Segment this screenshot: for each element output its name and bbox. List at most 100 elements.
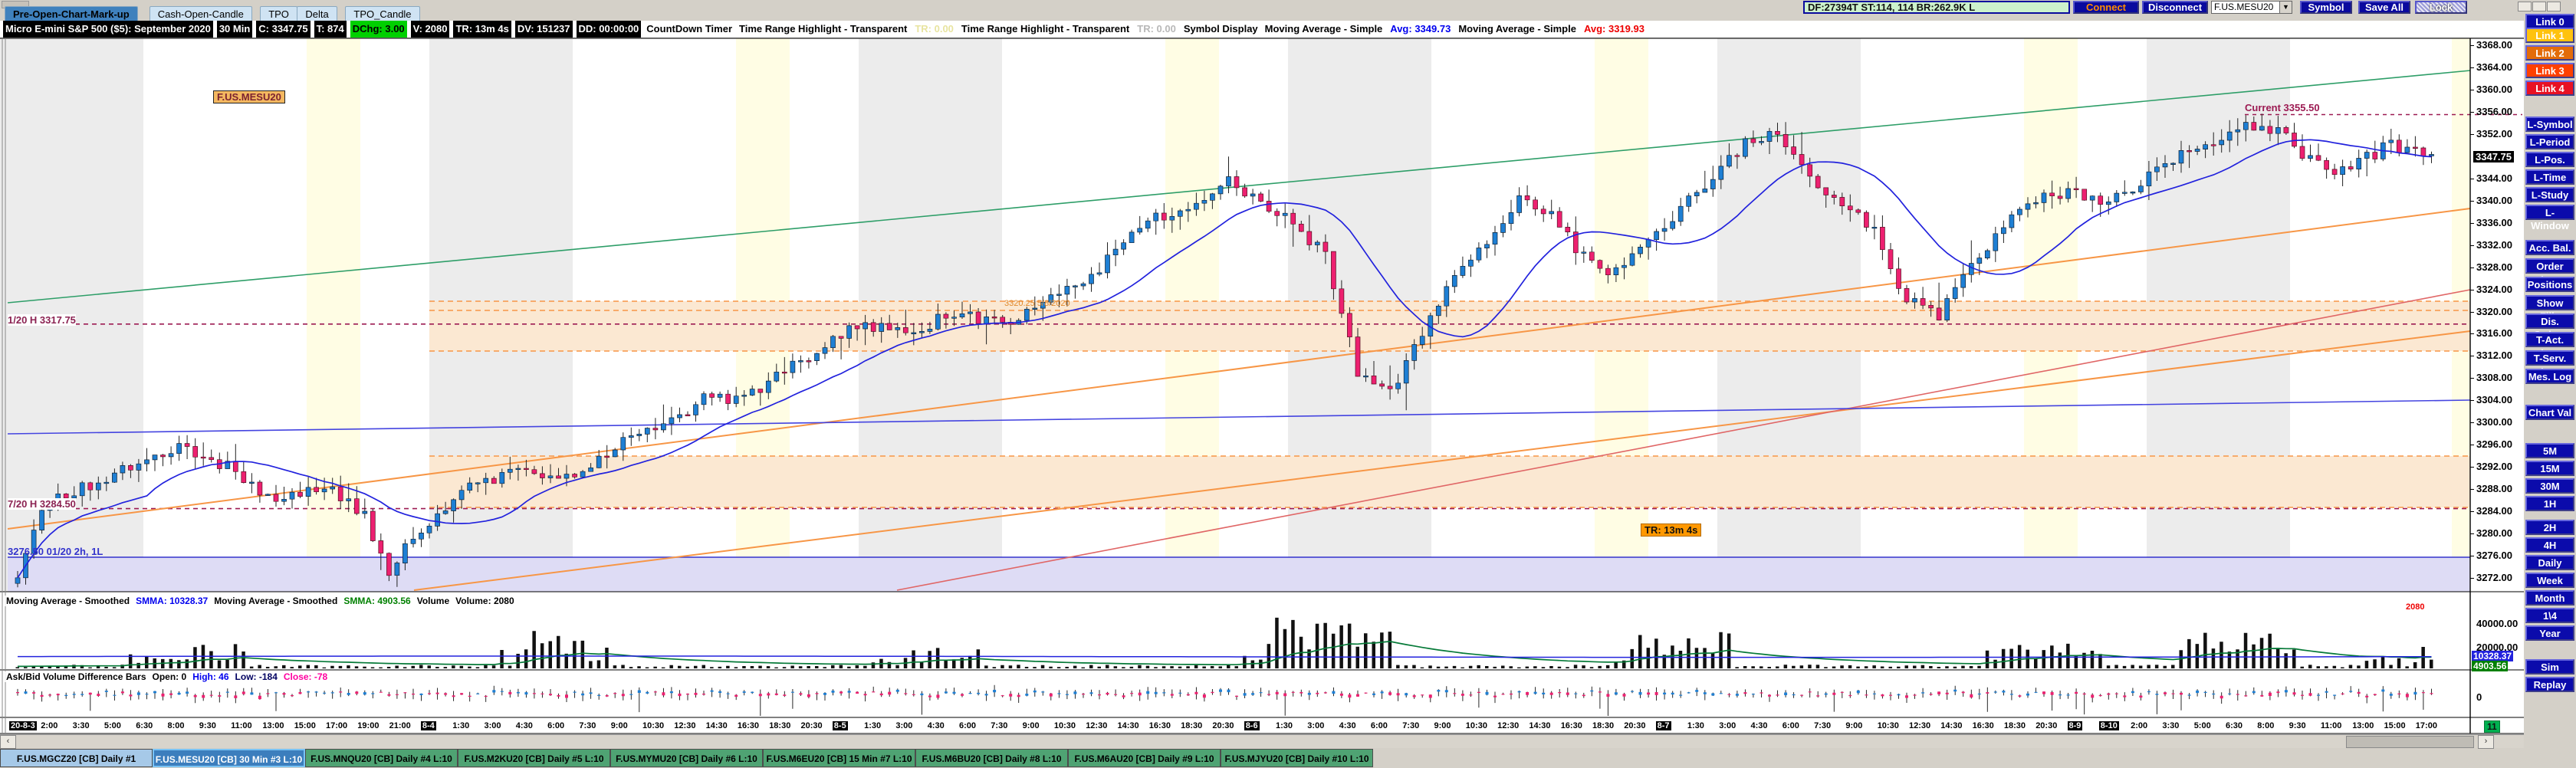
sidebar-button-link-1[interactable]: Link 1 [2525, 28, 2574, 43]
symbol-combobox[interactable]: F.US.MESU20 ▼ [2211, 1, 2292, 14]
time-axis-label: 19:00 [357, 721, 380, 730]
sidebar-button-link-2[interactable]: Link 2 [2525, 45, 2574, 61]
sidebar-button-sim[interactable]: Sim [2525, 659, 2574, 674]
time-axis-label: 10:30 [1877, 721, 1899, 730]
time-remaining-badge[interactable]: TR: 13m 4s [1641, 523, 1702, 537]
time-axis-label: 1:30 [452, 721, 470, 730]
sidebar-button-acc-bal-[interactable]: Acc. Bal. [2525, 240, 2574, 255]
chart-tab-2[interactable]: F.US.MESU20 [CB] 30 Min #3 L:10 [153, 749, 305, 767]
time-axis-date-label: 8-5 [832, 721, 848, 730]
volume-axis-label: 20000.00 [2476, 642, 2518, 653]
sidebar-button-month[interactable]: Month [2525, 590, 2574, 606]
chartbook-tab-5[interactable]: TPO_Candle [345, 6, 420, 22]
time-axis-date-label: 8-4 [420, 721, 436, 730]
time-axis-label: 10:30 [642, 721, 665, 730]
chart-tab-8[interactable]: F.US.M6AU20 [CB] Daily #9 L:10 [1068, 749, 1221, 767]
price-axis-label: 3284.00 [2476, 505, 2512, 517]
sidebar-button-l-pos-[interactable]: L-Pos. [2525, 152, 2574, 167]
panel-header-segment: Open: 0 [152, 671, 187, 682]
lock-button[interactable]: Lock [2415, 1, 2467, 14]
symbol-tag-label[interactable]: F.US.MESU20 [213, 90, 285, 103]
chart-tab-6[interactable]: F.US.M6EU20 [CB] 15 Min #7 L:10 [763, 749, 915, 767]
sidebar-button-t-serv-log[interactable]: T-Serv. Log [2525, 350, 2574, 377]
title-segment: Micro E-mini S&P 500 ($5): September 202… [3, 21, 213, 38]
sidebar-button-l-symbol[interactable]: L-Symbol [2525, 117, 2574, 132]
time-axis-label: 20:30 [2036, 721, 2058, 730]
connect-button[interactable]: Connect [2073, 1, 2139, 14]
sidebar-button-week[interactable]: Week [2525, 573, 2574, 588]
chart-area[interactable] [0, 38, 2524, 748]
time-axis-label: 3:00 [1307, 721, 1325, 730]
save-all-button[interactable]: Save All [2358, 1, 2410, 14]
sidebar-button-year[interactable]: Year [2525, 625, 2574, 641]
price-axis-label: 3300.00 [2476, 416, 2512, 428]
sidebar-button-positions[interactable]: Positions [2525, 277, 2574, 292]
axis-tick [2470, 311, 2474, 313]
chart-tab-3[interactable]: F.US.MNQU20 [CB] Daily #4 L:10 [305, 749, 458, 767]
time-axis-label: 6:00 [1782, 721, 1799, 730]
chevron-down-icon[interactable]: ▼ [2279, 2, 2292, 13]
title-segment: CountDown Timer [646, 23, 732, 34]
sidebar-button-dis-orders[interactable]: Dis. Orders [2525, 313, 2574, 340]
scroll-left-arrow[interactable]: ‹ [0, 735, 16, 749]
chart-tab-1[interactable]: F.US.MGCZ20 [CB] Daily #1 [0, 749, 153, 767]
axis-tick [2470, 578, 2474, 579]
sidebar-button-l-period[interactable]: L-Period [2525, 134, 2574, 149]
sidebar-button-link-4[interactable]: Link 4 [2525, 80, 2574, 96]
sidebar-button-l-window[interactable]: L-Window [2525, 205, 2574, 231]
time-axis-label: 2:00 [41, 721, 58, 730]
last-price-box: 3347.75 [2473, 150, 2514, 162]
sidebar-button-5m[interactable]: 5M [2525, 443, 2574, 458]
chartbook-tab-2[interactable]: Cash-Open-Candle [149, 6, 252, 22]
chartbook-tab-4[interactable]: Delta [297, 6, 337, 22]
sidebar-button-replay[interactable]: Replay [2525, 677, 2574, 692]
time-axis-label: 1:30 [864, 721, 882, 730]
title-segment: T: 874 [314, 21, 347, 38]
sidebar-button-1h[interactable]: 1H [2525, 496, 2574, 511]
time-axis-date-label: 20-8-3 [9, 721, 37, 730]
price-axis-label: 3316.00 [2476, 327, 2512, 340]
sidebar-button-30m[interactable]: 30M [2525, 478, 2574, 494]
price-chart-canvas[interactable] [0, 0, 2524, 748]
sidebar-button-show-fills[interactable]: Show Fills [2525, 295, 2574, 322]
window-maximize-button[interactable] [2532, 2, 2546, 11]
panel-header-segment: Volume [416, 596, 450, 606]
window-minimize-button[interactable] [2518, 2, 2532, 11]
sidebar-button-mes-log[interactable]: Mes. Log [2525, 369, 2574, 384]
sidebar-button-order-log[interactable]: Order Log [2525, 258, 2574, 285]
sidebar-button-l-study[interactable]: L-Study [2525, 187, 2574, 202]
sidebar-button-link-0[interactable]: Link 0 [2525, 14, 2574, 29]
sidebar-button-4h[interactable]: 4H [2525, 537, 2574, 553]
scrollbar-thumb[interactable] [2346, 736, 2474, 748]
sidebar-button-15m[interactable]: 15M [2525, 461, 2574, 476]
time-axis-label: 9:00 [1022, 721, 1040, 730]
chartbook-tab-1[interactable]: Pre-Open-Chart-Mark-up [5, 6, 138, 22]
disconnect-button[interactable]: Disconnect [2142, 1, 2208, 14]
title-segment: Moving Average - Simple [1458, 23, 1576, 34]
sidebar-button-t-act-log[interactable]: T-Act. Log [2525, 332, 2574, 359]
sidebar-button-l-time[interactable]: L-Time [2525, 169, 2574, 185]
chart-tab-4[interactable]: F.US.M2KU20 [CB] Daily #5 L:10 [458, 749, 610, 767]
axis-tick [2470, 222, 2474, 224]
sidebar-button-2h[interactable]: 2H [2525, 520, 2574, 535]
time-axis-date-label: 8-9 [2067, 721, 2083, 730]
time-axis-label: 15:00 [2384, 721, 2406, 730]
horizontal-scrollbar[interactable]: ‹ › [0, 734, 2524, 749]
chart-tab-7[interactable]: F.US.M6BU20 [CB] Daily #8 L:10 [915, 749, 1068, 767]
level-label-3317: 1/20 H 3317.75 [8, 314, 76, 326]
symbol-button[interactable]: Symbol [2300, 1, 2352, 14]
scroll-right-arrow[interactable]: › [2478, 735, 2494, 749]
title-segment: Symbol Display [1183, 23, 1258, 34]
sidebar-button-1-4[interactable]: 1\4 [2525, 608, 2574, 623]
askbid-panel-header: Ask/Bid Volume Difference Bars Open: 0 Hig… [5, 671, 336, 682]
sidebar-button-link-3[interactable]: Link 3 [2525, 63, 2574, 78]
time-axis-label: 4:30 [1339, 721, 1356, 730]
chart-tab-9[interactable]: F.US.MJYU20 [CB] Daily #10 L:10 [1221, 749, 1373, 767]
sidebar-button-daily[interactable]: Daily [2525, 555, 2574, 570]
time-axis-label: 6:30 [136, 721, 153, 730]
window-close-button[interactable] [2547, 2, 2561, 11]
sidebar-button-chart-val[interactable]: Chart Val [2525, 405, 2574, 420]
chart-tab-5[interactable]: F.US.MYMU20 [CB] Daily #6 L:10 [610, 749, 763, 767]
price-axis-label: 3332.00 [2476, 238, 2512, 251]
title-segment: Time Range Highlight - Transparent [739, 23, 908, 34]
